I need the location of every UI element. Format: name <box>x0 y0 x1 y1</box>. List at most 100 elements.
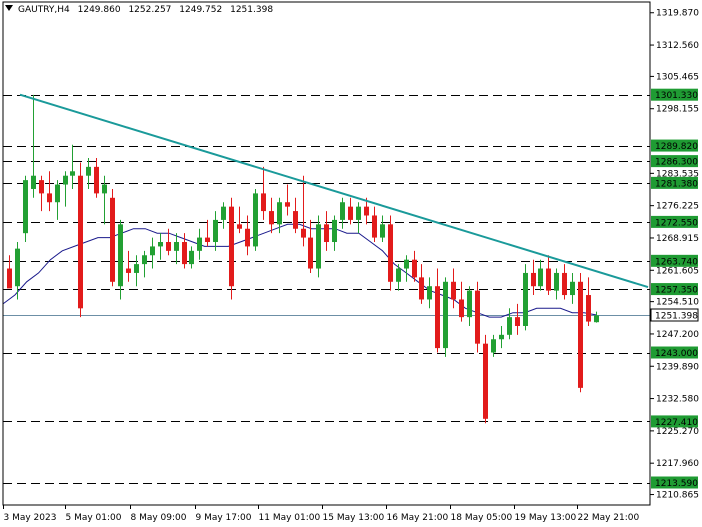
candle <box>70 144 75 189</box>
candle <box>269 197 274 234</box>
time-tick-label: 9 May 17:00 <box>196 513 252 523</box>
candle-body <box>293 211 298 229</box>
level-label: 1281.380 <box>655 179 698 189</box>
price-tick-label: 1298.155 <box>656 105 699 115</box>
candle <box>86 158 91 189</box>
price-tick-label: 1268.915 <box>656 234 699 244</box>
candle <box>396 264 401 291</box>
candle-body <box>586 295 591 322</box>
candle-body <box>253 193 258 247</box>
candle <box>316 215 321 278</box>
candle <box>380 215 385 243</box>
candle-body <box>538 268 543 287</box>
candle-body <box>301 228 306 238</box>
candle-body <box>197 237 202 251</box>
level-label-box <box>651 215 698 228</box>
level-label-box <box>651 155 698 168</box>
candle-body <box>340 202 345 220</box>
time-tick-label: 15 May 13:00 <box>323 513 385 523</box>
level-label-box <box>651 88 698 101</box>
candle <box>412 250 417 282</box>
level-label: 1243.000 <box>655 349 698 359</box>
level-label: 1289.820 <box>655 142 698 152</box>
candle-body <box>63 175 68 185</box>
price-tick-label: 1276.225 <box>656 202 699 212</box>
level-label-box <box>651 139 698 152</box>
time-axis: 3 May 2023 5 May 01:00 8 May 09:00 9 May 17… <box>3 505 640 523</box>
level-price-labels: 1301.330 1289.820 1286.300 1281.380 1272.550… <box>650 88 699 489</box>
price-tick-label: 1319.870 <box>656 9 699 19</box>
candle-body <box>229 206 234 287</box>
candle-body <box>435 286 440 349</box>
price-tick-label: 1254.510 <box>656 298 699 308</box>
candle <box>205 219 210 247</box>
candle <box>23 175 28 243</box>
candle <box>594 311 599 323</box>
candle-body <box>507 317 512 335</box>
candle <box>372 206 377 243</box>
current-price-label-box <box>650 308 699 322</box>
candle <box>324 211 329 251</box>
candle <box>523 264 528 331</box>
candle <box>39 175 44 212</box>
price-tick-label: 1239.890 <box>656 362 699 372</box>
candle <box>459 281 464 322</box>
candle <box>332 215 337 251</box>
candle-body <box>499 334 504 340</box>
candle-body <box>166 242 171 251</box>
candle-body <box>348 206 353 220</box>
candle-body <box>189 250 194 265</box>
candle <box>110 188 115 287</box>
candle-body <box>23 180 28 234</box>
price-tick-label: 1305.465 <box>656 72 699 82</box>
candle-body <box>324 224 329 243</box>
price-axis: 1319.870 1312.560 1305.465 1298.155 1283.535… <box>2 1 699 506</box>
candle <box>7 255 12 289</box>
candle-body <box>531 272 536 287</box>
descending-trendline[interactable] <box>19 93 649 289</box>
candle-body <box>396 268 401 282</box>
candle <box>158 233 163 260</box>
time-tick-label: 22 May 21:00 <box>578 513 640 523</box>
candle <box>515 303 520 335</box>
candle <box>578 272 583 393</box>
candle-body <box>118 224 123 287</box>
candle-body <box>94 166 99 194</box>
candle-body <box>158 242 163 247</box>
price-tick-label: 1247.200 <box>656 330 699 340</box>
candle <box>63 171 68 207</box>
time-tick-label: 5 May 01:00 <box>66 513 122 523</box>
candle-body <box>483 343 488 419</box>
candle-body <box>388 224 393 282</box>
candle <box>475 281 480 353</box>
price-tick-label: 1217.960 <box>656 459 699 469</box>
candle <box>285 184 290 216</box>
horizontal-levels-layer <box>3 95 650 484</box>
candle <box>364 197 369 225</box>
candle <box>586 277 591 326</box>
candle-body <box>578 281 583 388</box>
candle-body <box>134 264 139 273</box>
candle-body <box>451 281 456 300</box>
candle-body <box>546 268 551 291</box>
candle <box>483 334 488 424</box>
candle-body <box>15 248 20 287</box>
candle-body <box>332 219 337 243</box>
candle <box>507 308 512 340</box>
price-tick-label: 1210.865 <box>656 491 699 501</box>
candle <box>261 166 266 220</box>
candle <box>94 158 99 198</box>
time-tick-label: 3 May 2023 <box>4 513 57 523</box>
candle-body <box>316 224 321 269</box>
time-tick-label: 11 May 01:00 <box>259 513 321 523</box>
candle <box>404 255 409 282</box>
price-tick-label: 1312.560 <box>656 41 699 51</box>
candle-body <box>467 290 472 318</box>
candle <box>435 268 440 353</box>
trendline-layer[interactable] <box>19 93 649 289</box>
candle <box>15 242 20 300</box>
candle-body <box>269 211 274 225</box>
candle <box>340 197 345 229</box>
